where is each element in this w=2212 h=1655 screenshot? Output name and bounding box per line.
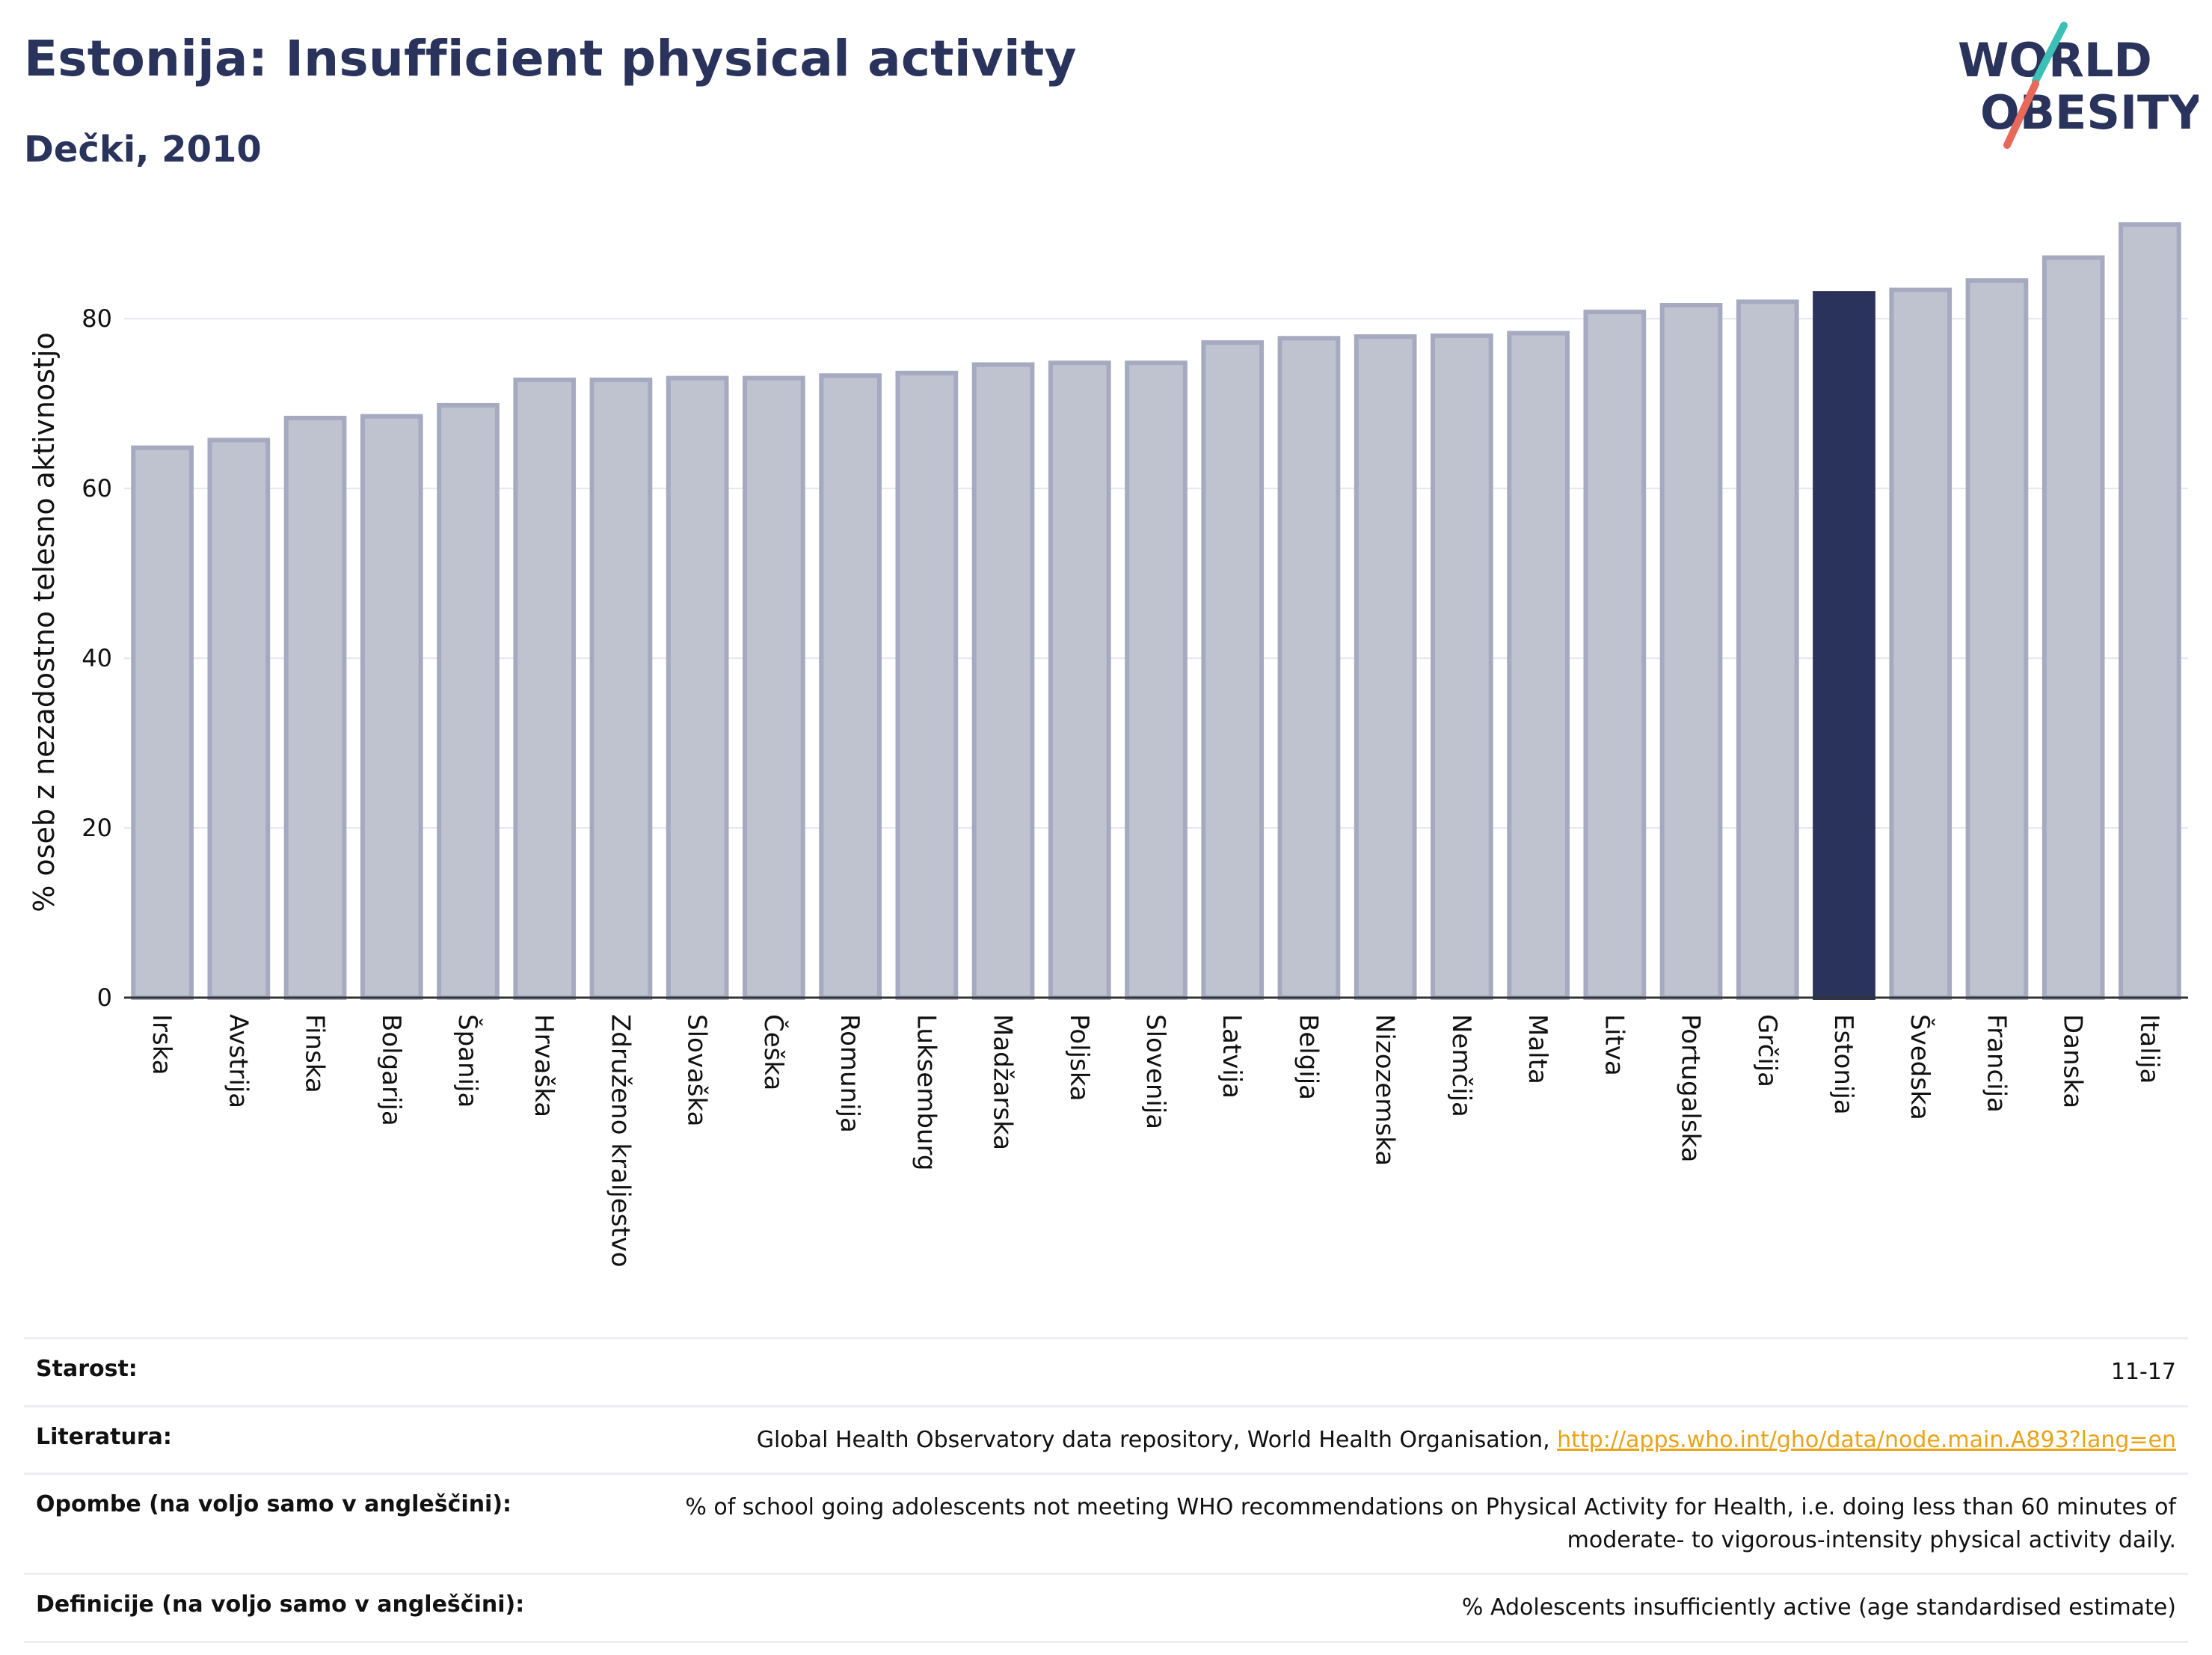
bar [1583, 310, 1647, 1000]
x-tick-label: Estonija [1828, 1014, 1858, 1115]
meta-label-notes: Opombe (na voljo samo v angleščini): [24, 1473, 616, 1574]
x-tick-label: Italija [2134, 1014, 2164, 1084]
bar-highlight [1813, 291, 1875, 1000]
bar [895, 370, 959, 1000]
x-tick-label: Portugalska [1676, 1014, 1706, 1162]
x-tick-label: Litva [1599, 1014, 1629, 1076]
page-title: Estonija: Insufficient physical activity [24, 30, 1077, 87]
bar [1889, 287, 1953, 1000]
bar [513, 377, 577, 1001]
bar [819, 373, 882, 1000]
bar [1659, 303, 1723, 1000]
bar [131, 445, 194, 1000]
x-tick-label: Češka [758, 1014, 789, 1090]
bar [1277, 336, 1341, 1000]
x-tick-label: Poljska [1064, 1014, 1094, 1102]
bar [283, 415, 347, 1000]
bar [743, 375, 805, 1000]
x-tick-label: Malta [1523, 1014, 1552, 1084]
bar [1965, 278, 2029, 1000]
bar [589, 377, 653, 1001]
page-subtitle: Dečki, 2010 [24, 129, 262, 171]
x-tick-label: Francija [1981, 1014, 2011, 1113]
x-tick-label: Irska [147, 1014, 176, 1075]
x-tick-label: Madžarska [988, 1014, 1018, 1150]
meta-label-definitions: Definicije (na voljo samo v angleščini): [24, 1573, 616, 1643]
bar [437, 402, 500, 1000]
x-tick-label: Bolgarija [376, 1014, 406, 1126]
x-tick-label: Švedska [1905, 1014, 1935, 1120]
bar [666, 375, 729, 1000]
y-tick-label: 40 [82, 644, 112, 672]
metadata-table: Starost: 11-17 Literatura: Global Health… [24, 1337, 2188, 1643]
x-tick-label: Avstrija [223, 1014, 253, 1108]
meta-source-text: Global Health Observatory data repositor… [756, 1426, 1558, 1453]
bar [1507, 331, 1570, 1000]
logo-slash-coral [2003, 80, 2039, 149]
bar [1048, 360, 1111, 1000]
bar [1354, 334, 1417, 1000]
y-tick-label: 0 [97, 983, 112, 1012]
meta-value-source: Global Health Observatory data repositor… [616, 1404, 2188, 1474]
x-tick-label: Danska [2058, 1014, 2088, 1108]
meta-value-notes: % of school going adolescents not meetin… [616, 1473, 2188, 1574]
bar [2119, 222, 2181, 1001]
bar [207, 437, 271, 1000]
x-tick-label: Slovaška [682, 1014, 712, 1126]
meta-label-age: Starost: [24, 1337, 616, 1406]
x-tick-label: Grčija [1752, 1014, 1782, 1087]
world-obesity-logo: WORLD OBESITY [1958, 22, 2199, 149]
y-axis-label: % oseb z nezadostno telesno aktivnostjo [28, 332, 61, 912]
logo-slash-teal [2032, 22, 2068, 85]
bar-chart: 0 20 40 60 80 % oseb z nezadostno telesno akt… [28, 222, 2188, 1268]
meta-value-age: 11-17 [616, 1337, 2188, 1406]
y-tick-label: 80 [82, 304, 112, 333]
bar [2042, 255, 2105, 1001]
x-tick-label: Latvija [1217, 1014, 1247, 1099]
x-tick-label: Hrvaška [529, 1014, 559, 1117]
meta-label-source: Literatura: [24, 1404, 616, 1474]
meta-row-age: Starost: 11-17 [24, 1337, 2188, 1406]
bar [360, 414, 423, 1000]
y-tick-label: 60 [82, 474, 112, 503]
x-tick-label: Finska [300, 1014, 330, 1093]
bar [971, 362, 1035, 1001]
bar [1125, 360, 1188, 1000]
x-tick-label: Španija [452, 1014, 483, 1108]
x-tick-label: Romunija [835, 1014, 864, 1133]
x-tick-label: Luksemburg [911, 1014, 941, 1170]
meta-row-notes: Opombe (na voljo samo v angleščini): % o… [24, 1473, 2188, 1574]
x-tick-label: Nizozemska [1370, 1014, 1400, 1166]
x-tick-label: Združeno kraljestvo [605, 1014, 635, 1268]
x-tick-label: Slovenija [1140, 1014, 1170, 1129]
meta-value-definitions: % Adolescents insufficiently active (age… [616, 1573, 2188, 1643]
bar [1201, 340, 1265, 1000]
meta-row-source: Literatura: Global Health Observatory da… [24, 1404, 2188, 1474]
bar [1736, 299, 1799, 1000]
x-tick-label: Belgija [1293, 1014, 1323, 1100]
meta-row-definitions: Definicije (na voljo samo v angleščini):… [24, 1573, 2188, 1643]
y-tick-label: 20 [82, 814, 112, 842]
bar [1431, 333, 1493, 1000]
source-link[interactable]: http://apps.who.int/gho/data/node.main.A… [1557, 1426, 2176, 1453]
x-tick-label: Nemčija [1446, 1014, 1476, 1117]
